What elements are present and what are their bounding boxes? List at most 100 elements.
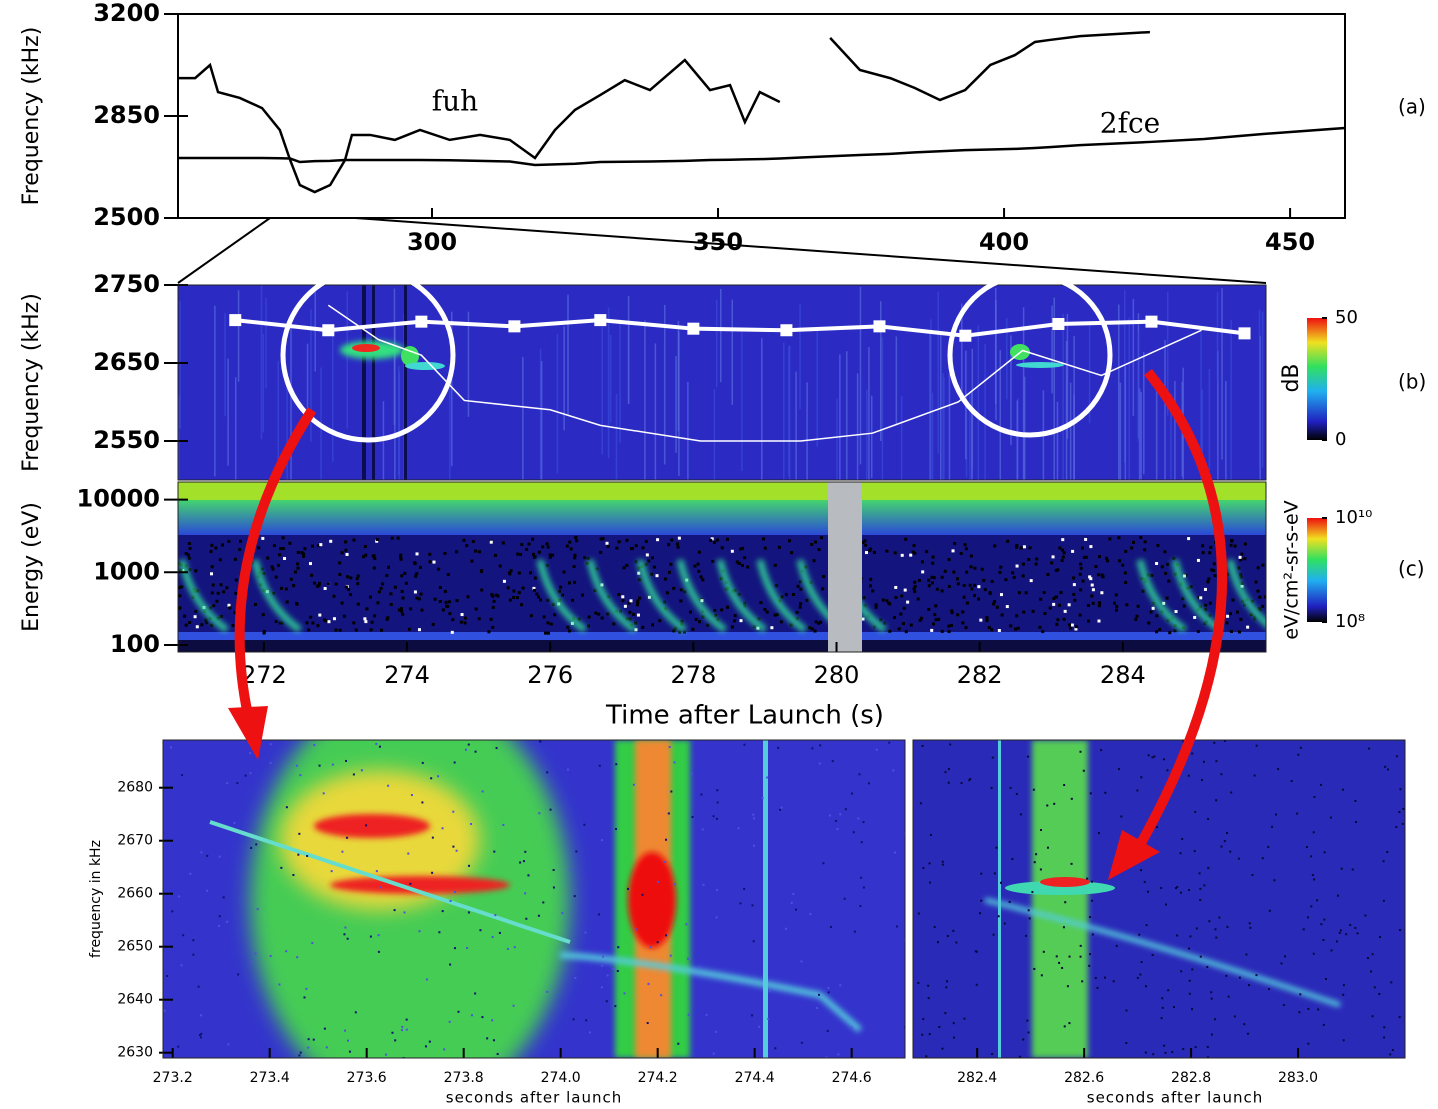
streak: [601, 326, 604, 455]
speckle: [489, 540, 493, 544]
speckle: [733, 614, 737, 618]
speckle: [1079, 588, 1083, 592]
speckle: [178, 895, 181, 898]
speckle: [1210, 997, 1213, 1000]
speckle: [468, 864, 471, 867]
speckle: [1167, 989, 1170, 992]
speckle: [602, 955, 605, 958]
speckle: [281, 536, 285, 540]
speckle: [378, 745, 381, 748]
speckle: [911, 550, 915, 554]
speckle: [295, 764, 298, 767]
speckle: [1091, 588, 1095, 592]
speckle: [892, 616, 896, 620]
speckle: [312, 581, 316, 585]
speckle: [573, 553, 577, 557]
marker: [1052, 318, 1065, 330]
speckle: [1079, 750, 1082, 753]
speckle: [701, 615, 705, 619]
speckle: [1212, 569, 1216, 573]
speckle: [272, 591, 276, 595]
speckle: [1080, 546, 1084, 550]
speckle: [618, 609, 622, 613]
speckle: [808, 626, 812, 630]
speckle: [277, 563, 281, 567]
speckle: [292, 584, 296, 588]
speckle: [844, 808, 847, 811]
speckle: [1370, 970, 1373, 973]
speckle: [594, 611, 598, 615]
speckle: [862, 886, 865, 889]
speckle: [656, 538, 660, 542]
streak: [787, 346, 790, 477]
speckle: [773, 563, 777, 567]
speckle: [623, 992, 626, 995]
speckle: [1336, 894, 1339, 897]
speckle: [1112, 980, 1115, 983]
speckle: [716, 801, 719, 804]
speckle: [1022, 545, 1026, 549]
speckle: [1199, 596, 1203, 600]
plot-frame: [177, 284, 1267, 481]
speckle: [1322, 938, 1325, 941]
speckle: [902, 606, 906, 610]
speckle: [222, 896, 225, 899]
speckle: [628, 617, 632, 621]
speckle: [1016, 626, 1020, 630]
speckle: [859, 904, 862, 907]
speckle: [893, 851, 896, 854]
speckle: [963, 543, 967, 547]
speckle: [373, 557, 377, 561]
streak: [467, 311, 470, 417]
speckle: [308, 562, 312, 566]
speckle: [1042, 950, 1045, 953]
streak: [398, 365, 400, 476]
speckle: [982, 578, 986, 582]
speckle: [697, 550, 701, 554]
speckle: [438, 586, 442, 590]
speckle: [916, 597, 920, 601]
speckle: [387, 784, 390, 787]
speckle: [1143, 548, 1147, 552]
speckle: [813, 629, 817, 633]
speckle: [658, 619, 662, 623]
speckle: [634, 628, 638, 632]
streak: [262, 333, 265, 433]
speckle: [377, 934, 380, 937]
speckle: [1120, 815, 1123, 818]
speckle: [296, 550, 300, 554]
speckle: [599, 537, 603, 541]
speckle: [647, 982, 650, 985]
series-line: [235, 318, 1245, 338]
speckle: [437, 775, 440, 778]
speckle: [667, 543, 671, 547]
x-tick-label: 274.4: [735, 1070, 775, 1086]
speckle: [194, 609, 198, 613]
speckle: [1082, 769, 1085, 772]
speckle: [233, 557, 237, 561]
speckle: [519, 553, 523, 557]
speckle: [215, 599, 219, 603]
speckle: [1387, 768, 1390, 771]
speckle: [1055, 955, 1058, 958]
speckle: [912, 544, 916, 548]
speckle: [1161, 1006, 1164, 1009]
speckle: [502, 823, 505, 826]
speckle: [1096, 573, 1100, 577]
speckle: [480, 569, 484, 573]
speckle: [827, 987, 830, 990]
streak: [1136, 559, 1188, 633]
speckle: [531, 537, 535, 541]
speckle: [998, 570, 1002, 574]
speckle: [1147, 754, 1150, 757]
speckle: [979, 618, 983, 622]
streak: [836, 398, 838, 480]
speckle: [299, 1051, 302, 1054]
speckle: [1231, 598, 1235, 602]
streak: [607, 307, 610, 459]
speckle: [1155, 630, 1159, 634]
speckle: [1191, 1008, 1194, 1011]
speckle: [1208, 551, 1212, 555]
speckle: [1096, 986, 1099, 989]
speckle: [820, 536, 824, 540]
